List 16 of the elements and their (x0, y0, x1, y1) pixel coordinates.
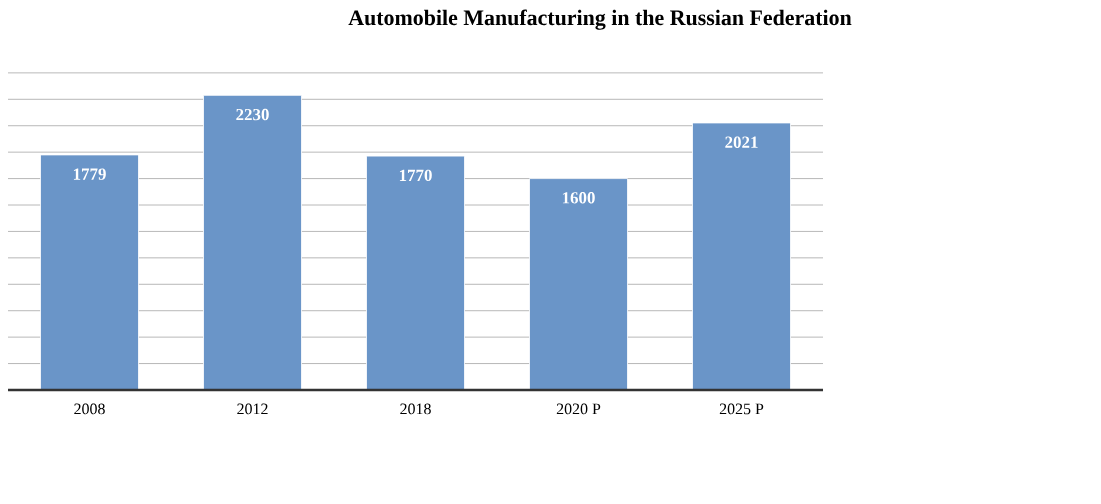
x-tick-label: 2012 (237, 403, 268, 415)
bar (529, 178, 628, 391)
x-tick-label: 2020 P (556, 403, 601, 415)
bar (40, 154, 139, 391)
data-label: 1779 (73, 168, 106, 180)
x-tick-label: 2018 (400, 403, 431, 415)
bar (366, 155, 465, 391)
data-label: 2021 (725, 136, 758, 148)
bar (203, 94, 302, 391)
x-tick-label: 2008 (74, 403, 105, 415)
chart-title: Automobile Manufacturing in the Russian Federation (348, 9, 852, 30)
data-label: 1770 (399, 169, 432, 182)
x-tick-label: 2025 P (719, 403, 764, 415)
data-label: 2230 (236, 108, 269, 121)
data-label: 1600 (562, 192, 595, 204)
bar (692, 122, 791, 391)
